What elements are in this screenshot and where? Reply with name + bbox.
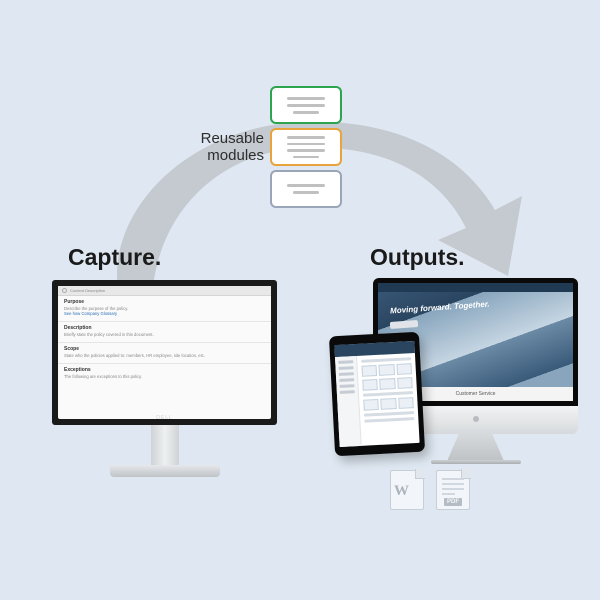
tablet-screen: [334, 341, 419, 447]
imac-foot-base: [431, 460, 521, 464]
module-card-orange: [270, 128, 342, 166]
capture-section-scope: Scope State who the policies applied to:…: [58, 343, 271, 364]
capture-section-exceptions: Exceptions The following are exceptions …: [58, 364, 271, 384]
capture-toolbar: Content Description: [58, 286, 271, 296]
tablet-main: [357, 353, 420, 446]
capture-monitor: Content Description Purpose Describe the…: [52, 280, 277, 477]
monitor-brand: DELL: [156, 415, 173, 421]
capture-screen: Content Description Purpose Describe the…: [52, 280, 277, 425]
word-doc-icon: W: [390, 470, 424, 510]
module-stack: [270, 86, 342, 208]
imac-hero-text: Moving forward. Together.: [390, 300, 490, 316]
tablet: [329, 332, 425, 457]
capture-section-description: Description Briefly state the policy cov…: [58, 322, 271, 343]
monitor-stand-neck: [151, 425, 179, 465]
pdf-doc-icon: PDF: [436, 470, 470, 510]
monitor-stand-base: [110, 465, 220, 477]
outputs-devices: Moving forward. Together. Customer Servi…: [348, 278, 578, 488]
capture-heading: Capture.: [68, 244, 161, 271]
module-card-green: [270, 86, 342, 124]
imac-hero-button: [390, 320, 418, 329]
reusable-modules: Reusable modules: [192, 86, 362, 208]
capture-section-purpose: Purpose Describe the purpose of the poli…: [58, 296, 271, 322]
outputs-heading: Outputs.: [370, 244, 465, 271]
modules-label: Reusable modules: [192, 130, 264, 165]
imac-foot: [448, 434, 504, 460]
doc-type-icons: W PDF: [390, 470, 470, 510]
module-card-gray: [270, 170, 342, 208]
